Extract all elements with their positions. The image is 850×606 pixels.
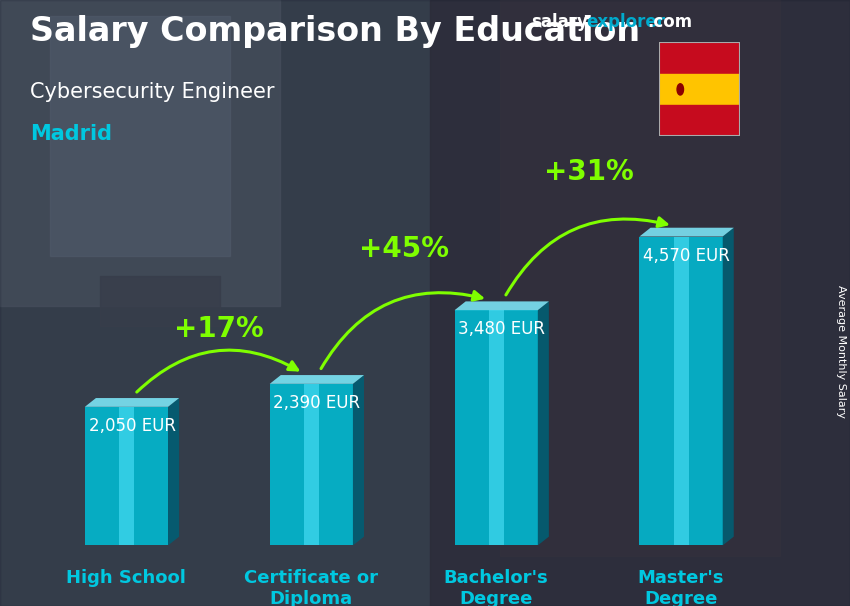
Polygon shape: [673, 236, 689, 545]
Polygon shape: [639, 228, 734, 236]
Polygon shape: [455, 301, 549, 310]
Polygon shape: [353, 375, 364, 545]
Circle shape: [677, 84, 683, 95]
Text: 2,050 EUR: 2,050 EUR: [88, 417, 176, 435]
Polygon shape: [303, 384, 319, 545]
Bar: [659, 42, 740, 74]
Text: Average Monthly Salary: Average Monthly Salary: [836, 285, 846, 418]
Text: 4,570 EUR: 4,570 EUR: [643, 247, 730, 265]
Text: Certificate or
Diploma: Certificate or Diploma: [244, 569, 378, 606]
Text: Madrid: Madrid: [30, 124, 111, 144]
Polygon shape: [538, 301, 549, 545]
Text: .com: .com: [648, 13, 693, 32]
Text: Master's
Degree: Master's Degree: [638, 569, 724, 606]
Bar: [50, 16, 230, 256]
Polygon shape: [119, 407, 134, 545]
Bar: [659, 74, 740, 105]
Text: explorer: explorer: [586, 13, 666, 32]
Text: Cybersecurity Engineer: Cybersecurity Engineer: [30, 82, 275, 102]
Text: +45%: +45%: [359, 235, 449, 263]
Bar: [0, 0, 280, 306]
Polygon shape: [269, 384, 353, 545]
Polygon shape: [85, 398, 179, 407]
Text: 3,480 EUR: 3,480 EUR: [458, 321, 546, 338]
Polygon shape: [455, 310, 538, 545]
Polygon shape: [269, 375, 364, 384]
Polygon shape: [722, 228, 734, 545]
FancyArrowPatch shape: [137, 350, 298, 392]
Text: Bachelor's
Degree: Bachelor's Degree: [444, 569, 548, 606]
Text: +17%: +17%: [174, 315, 264, 343]
Text: salary: salary: [531, 13, 588, 32]
FancyArrowPatch shape: [321, 291, 482, 368]
Text: High School: High School: [66, 569, 186, 587]
FancyArrowPatch shape: [506, 218, 666, 295]
Bar: [659, 105, 740, 136]
Text: Salary Comparison By Education: Salary Comparison By Education: [30, 15, 640, 48]
Polygon shape: [639, 236, 722, 545]
Text: 2,390 EUR: 2,390 EUR: [274, 394, 360, 412]
Bar: [430, 0, 850, 606]
Text: +31%: +31%: [544, 158, 633, 186]
Polygon shape: [168, 398, 179, 545]
Polygon shape: [85, 407, 168, 545]
Polygon shape: [489, 310, 504, 545]
Bar: [100, 276, 220, 326]
Bar: [500, 0, 780, 556]
